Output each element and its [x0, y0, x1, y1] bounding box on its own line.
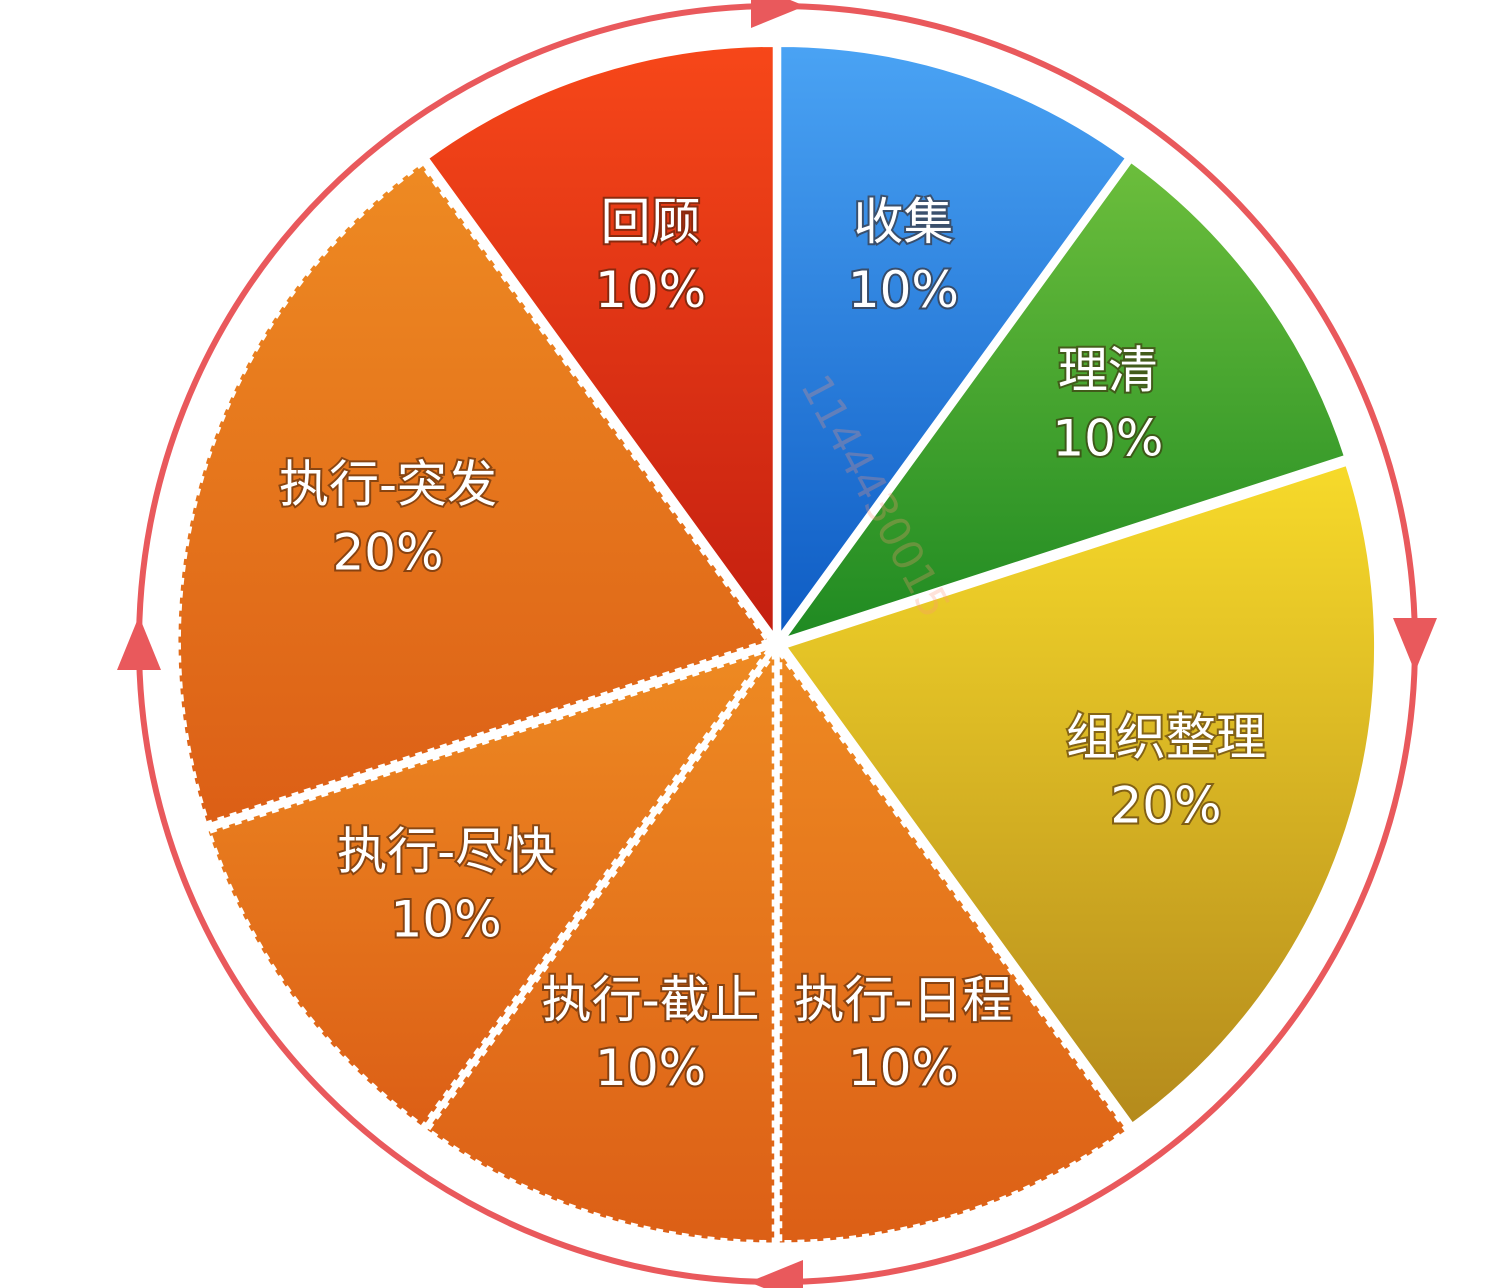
- pie-slice-4: [777, 644, 1131, 1246]
- cycle-arrow-4: [117, 616, 161, 670]
- slice-label-7: 执行-突发: [279, 456, 497, 514]
- slice-value-7: 20%: [332, 524, 443, 582]
- slice-value-2: 10%: [1052, 410, 1163, 468]
- slice-label-6: 执行-尽快: [337, 822, 555, 880]
- slice-value-1: 10%: [848, 261, 959, 319]
- slice-label-2: 理清: [1058, 342, 1158, 400]
- slice-label-3: 组织整理: [1066, 708, 1266, 766]
- slice-value-6: 10%: [391, 890, 502, 948]
- pie-slice-2: [780, 159, 1348, 642]
- slice-labels: 收集 10% 理清 10% 组织整理 20% 执行-日程 10% 执行-截止 10% 执行-尽快 10…: [277, 191, 1268, 1099]
- pie-slice-1: [778, 43, 1129, 641]
- cycle-arrow-3: [749, 1260, 803, 1288]
- slice-label-8: 回顾: [601, 193, 701, 251]
- slice-label-1: 收集: [853, 193, 953, 251]
- pie-slices: [175, 43, 1378, 1246]
- slice-value-3: 20%: [1110, 776, 1221, 834]
- pie-slice-6: [205, 644, 777, 1131]
- slice-value-4: 10%: [848, 1039, 959, 1097]
- slice-value-5: 10%: [595, 1039, 706, 1097]
- cycle-arrow-1: [751, 0, 805, 28]
- pie-slice-7: [175, 160, 773, 827]
- pie-slice-5: [423, 644, 777, 1246]
- slice-value-8: 10%: [595, 261, 706, 319]
- slice-label-4: 执行-日程: [794, 971, 1012, 1029]
- cycle-ring: [117, 0, 1437, 1288]
- pie-slice-3: [783, 462, 1378, 1127]
- pie-slice-8: [425, 43, 776, 641]
- cycle-arrow-2: [1393, 618, 1437, 672]
- slice-label-5: 执行-截止: [542, 971, 760, 1029]
